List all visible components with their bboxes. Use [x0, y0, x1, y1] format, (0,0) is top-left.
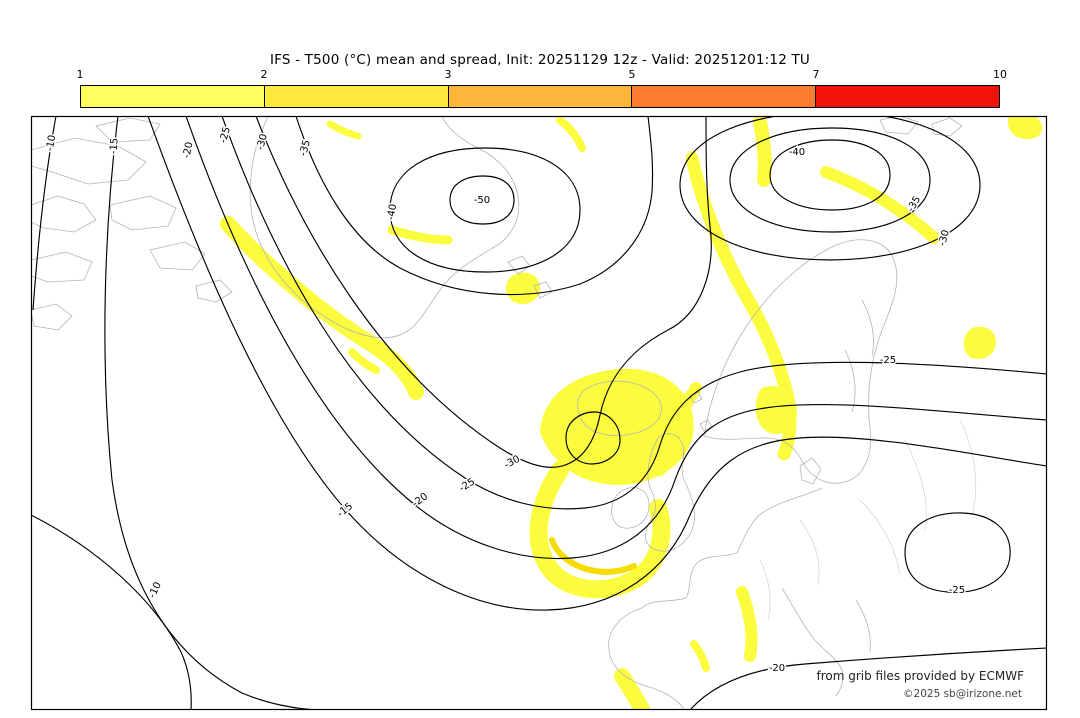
coastline-europe: [608, 487, 823, 710]
coastline: [31, 195, 97, 233]
contour-label: -10: [147, 580, 164, 599]
spread-area: [387, 225, 453, 245]
spread-area: [820, 166, 940, 244]
colorbar: [80, 85, 1000, 108]
coastline: [931, 117, 963, 137]
coastline: [109, 195, 177, 231]
contour-label: -30: [502, 454, 522, 471]
contour-line: [679, 116, 981, 261]
contour-label: -20: [769, 663, 785, 674]
page-title: IFS - T500 (°C) mean and spread, Init: 2…: [269, 52, 811, 68]
contour-line: [255, 116, 712, 468]
contour-label: -25: [457, 476, 477, 494]
colorbar-segment: [815, 86, 999, 107]
contour-label: -30: [937, 229, 952, 248]
spread-area: [736, 586, 758, 662]
border-line: [799, 519, 820, 586]
spread-area: [755, 385, 797, 434]
contour-line: [104, 116, 319, 710]
spread-area: [556, 116, 586, 152]
coastline-scandinavia: [703, 239, 898, 484]
contour-label: -35: [906, 194, 924, 214]
contour-line: [32, 116, 57, 311]
copyright-text: ©2025 sb@irizone.net: [903, 688, 1022, 700]
spread-area: [1007, 116, 1043, 140]
colorbar-segment: [447, 86, 632, 107]
contour-label: -20: [410, 491, 430, 510]
coastline-iceland: [577, 380, 662, 436]
colorbar-segment: [631, 86, 816, 107]
colorbar-segment: [81, 86, 264, 107]
coastline-britain: [645, 433, 695, 552]
coastline: [95, 117, 161, 143]
coastline-ireland: [611, 487, 650, 529]
contour-label: -40: [386, 203, 400, 221]
colorbar-tick: 7: [812, 68, 820, 81]
contour-line: [221, 116, 1047, 510]
contour-label: -15: [108, 137, 120, 154]
spread-area: [963, 326, 996, 360]
colorbar-tick: 10: [993, 68, 1007, 81]
coastline-italy: [781, 587, 844, 697]
border-line: [759, 559, 771, 621]
contour-label: -25: [880, 355, 896, 366]
spread-core: [549, 537, 637, 575]
spread-area: [614, 668, 651, 710]
colorbar-segment: [263, 86, 448, 107]
contour-line: [295, 116, 654, 296]
contour-label: -20: [181, 141, 195, 159]
coastline-greenland: [249, 116, 520, 339]
contour-line: [689, 647, 1047, 710]
spread-area: [348, 348, 380, 374]
colorbar-tick: 2: [260, 68, 268, 81]
spread-area: [220, 216, 424, 400]
contour-line: [147, 116, 1047, 611]
contour-line: [565, 411, 621, 465]
colorbar-ticks: 1 2 3 5 7 10: [76, 68, 1008, 82]
contour-label: -50: [474, 195, 490, 206]
spread-area: [753, 116, 772, 187]
border-line: [959, 419, 977, 516]
spread-area: [505, 272, 541, 304]
coastline: [844, 349, 856, 413]
credit-text: from grib files provided by ECMWF: [816, 669, 1024, 683]
contour-line: [31, 514, 192, 710]
spread-area: [326, 120, 362, 140]
temperature-contours: [31, 116, 1047, 710]
coastline: [861, 299, 874, 357]
contour-line: [449, 175, 515, 225]
contour-label: -10: [45, 134, 59, 152]
contour-line: [185, 116, 1047, 560]
contour-label: -30: [255, 133, 270, 152]
contour-line: [389, 147, 581, 273]
contour-line: [769, 139, 891, 211]
colorbar-tick: 3: [444, 68, 452, 81]
contour-label: -40: [789, 147, 805, 158]
coastline: [31, 137, 147, 185]
coastline: [507, 255, 531, 275]
coastline: [855, 599, 871, 653]
coastline: [149, 241, 206, 271]
coastline: [31, 303, 73, 331]
border-line: [904, 439, 927, 531]
colorbar-tick: 1: [76, 68, 84, 81]
contour-label: -25: [949, 585, 965, 596]
contour-line: [729, 127, 931, 233]
colorbar-tick: 5: [628, 68, 636, 81]
coastline-denmark: [799, 457, 822, 485]
coastline: [195, 279, 233, 303]
map-frame: [30, 115, 1048, 711]
coastlines: [31, 116, 977, 710]
spread-area: [690, 640, 710, 672]
coastline: [533, 281, 553, 299]
coastline: [31, 251, 93, 283]
contour-line: [904, 512, 1011, 593]
contour-label: -25: [218, 126, 233, 145]
border-line: [859, 499, 901, 576]
